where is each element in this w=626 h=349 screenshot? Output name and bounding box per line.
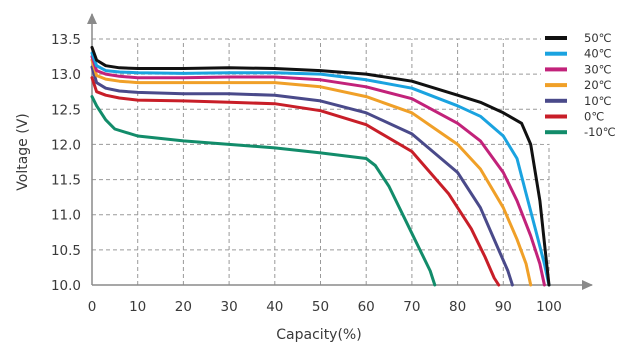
series-line-1 [90, 45, 551, 287]
legend-swatch [545, 130, 567, 135]
legend-swatch [545, 51, 567, 56]
series-line-3 [90, 55, 546, 287]
legend-label: 20℃ [584, 78, 612, 92]
series-line-4 [90, 58, 533, 287]
series-line-7 [90, 95, 437, 287]
y-tick-label: 11.0 [51, 208, 81, 224]
legend-swatch [545, 67, 567, 72]
x-tick-label: 90 [495, 299, 512, 315]
legend-swatch [545, 114, 567, 119]
x-tick-label: 80 [449, 299, 466, 315]
x-axis-label: Capacity(%) [276, 327, 361, 343]
y-tick-label: 13.0 [51, 67, 81, 83]
y-tick-label: 11.5 [51, 173, 81, 189]
legend-label: 50℃ [584, 31, 612, 45]
legend-swatch [545, 83, 567, 88]
legend-label: 0℃ [584, 110, 604, 124]
axes [87, 13, 593, 290]
x-tick-label: 10 [129, 299, 146, 315]
tick-labels: 0 10 20 30 40 50 60 70 80 90 100 10.0 10.5 11.0 11.5 12… [51, 32, 562, 315]
legend-label: 10℃ [584, 94, 612, 108]
legend-label: -10℃ [584, 125, 616, 139]
y-tick-label: 12.0 [51, 137, 81, 153]
x-tick-label: 30 [221, 299, 238, 315]
y-tick-label: 12.5 [51, 102, 81, 118]
x-tick-label: 100 [536, 299, 562, 315]
y-axis-arrow-icon [87, 13, 97, 24]
legend-label: 40℃ [584, 47, 612, 61]
series-line-6 [90, 76, 501, 287]
x-tick-label: 70 [403, 299, 420, 315]
legend: 50℃ 40℃30℃ 20℃ 10℃ 0℃-10℃ [541, 28, 616, 144]
x-tick-label: 20 [175, 299, 192, 315]
y-tick-label: 10.0 [51, 278, 81, 294]
x-tick-label: 60 [358, 299, 375, 315]
y-tick-label: 10.5 [51, 243, 81, 259]
x-tick-label: 0 [88, 299, 97, 315]
legend-label: 30℃ [584, 62, 612, 76]
y-axis-label: Voltage (V) [15, 113, 31, 190]
x-tick-label: 50 [312, 299, 329, 315]
series-line-2 [90, 51, 551, 287]
y-tick-label: 13.5 [51, 32, 81, 48]
x-tick-label: 40 [266, 299, 283, 315]
series-line-5 [90, 65, 514, 287]
x-axis-arrow-icon [582, 280, 593, 290]
series-lines [90, 45, 551, 287]
legend-swatch [545, 98, 567, 103]
legend-swatch [545, 36, 567, 40]
